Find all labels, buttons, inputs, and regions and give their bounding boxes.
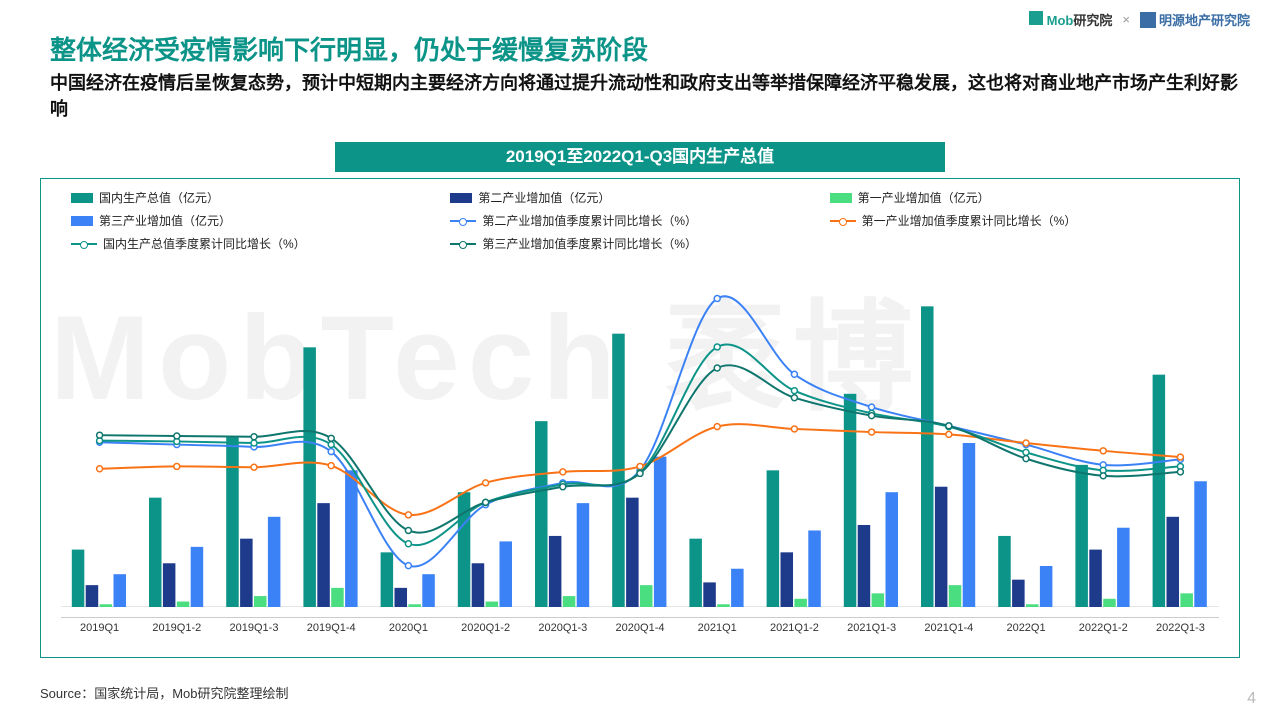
logo-bar: Mob研究院 × 明源地产研究院: [1029, 10, 1250, 29]
x-axis-label: 2022Q1-2: [1065, 617, 1142, 637]
logo-mob: Mob研究院: [1029, 10, 1112, 29]
page-title: 整体经济受疫情影响下行明显，仍处于缓慢复苏阶段: [50, 30, 648, 67]
x-axis-label: 2021Q1-3: [833, 617, 910, 637]
chart-container: 国内生产总值（亿元）第二产业增加值（亿元）第一产业增加值（亿元） 第三产业增加值（…: [40, 178, 1240, 658]
x-axis-label: 2020Q1-2: [447, 617, 524, 637]
legend-item: 第三产业增加值季度累计同比增长（%）: [450, 235, 829, 252]
x-axis-label: 2019Q1-4: [293, 617, 370, 637]
legend-item: 国内生产总值季度累计同比增长（%）: [71, 235, 450, 252]
chart-legend: 国内生产总值（亿元）第二产业增加值（亿元）第一产业增加值（亿元） 第三产业增加值（…: [71, 189, 1209, 252]
x-axis-label: 2021Q1: [679, 617, 756, 637]
x-axis-label: 2020Q1-4: [601, 617, 678, 637]
page-number: 4: [1247, 690, 1256, 708]
x-axis-label: 2019Q1: [61, 617, 138, 637]
legend-item: 国内生产总值（亿元）: [71, 189, 450, 206]
legend-item: 第三产业增加值（亿元）: [71, 212, 450, 229]
legend-item: 第一产业增加值季度累计同比增长（%）: [830, 212, 1209, 229]
x-axis-label: 2020Q1-3: [524, 617, 601, 637]
chart-plot: [61, 279, 1219, 607]
page-subtitle: 中国经济在疫情后呈恢复态势，预计中短期内主要经济方向将通过提升流动性和政府支出等…: [50, 70, 1240, 122]
x-axis-label: 2021Q1-4: [910, 617, 987, 637]
source-text: Source：国家统计局，Mob研究院整理绘制: [40, 683, 288, 702]
legend-item: 第二产业增加值（亿元）: [450, 189, 829, 206]
logo-x: ×: [1122, 12, 1130, 27]
x-axis-label: 2022Q1: [987, 617, 1064, 637]
legend-item: 第一产业增加值（亿元）: [830, 189, 1209, 206]
chart-title: 2019Q1至2022Q1-Q3国内生产总值: [335, 142, 945, 172]
x-axis-label: 2020Q1: [370, 617, 447, 637]
x-axis-label: 2021Q1-2: [756, 617, 833, 637]
x-axis-label: 2022Q1-3: [1142, 617, 1219, 637]
chart-x-axis: 2019Q12019Q1-22019Q1-32019Q1-42020Q12020…: [61, 617, 1219, 637]
x-axis-label: 2019Q1-2: [138, 617, 215, 637]
logo-mingyuan: 明源地产研究院: [1140, 10, 1250, 29]
legend-item: 第二产业增加值季度累计同比增长（%）: [450, 212, 829, 229]
x-axis-label: 2019Q1-3: [215, 617, 292, 637]
